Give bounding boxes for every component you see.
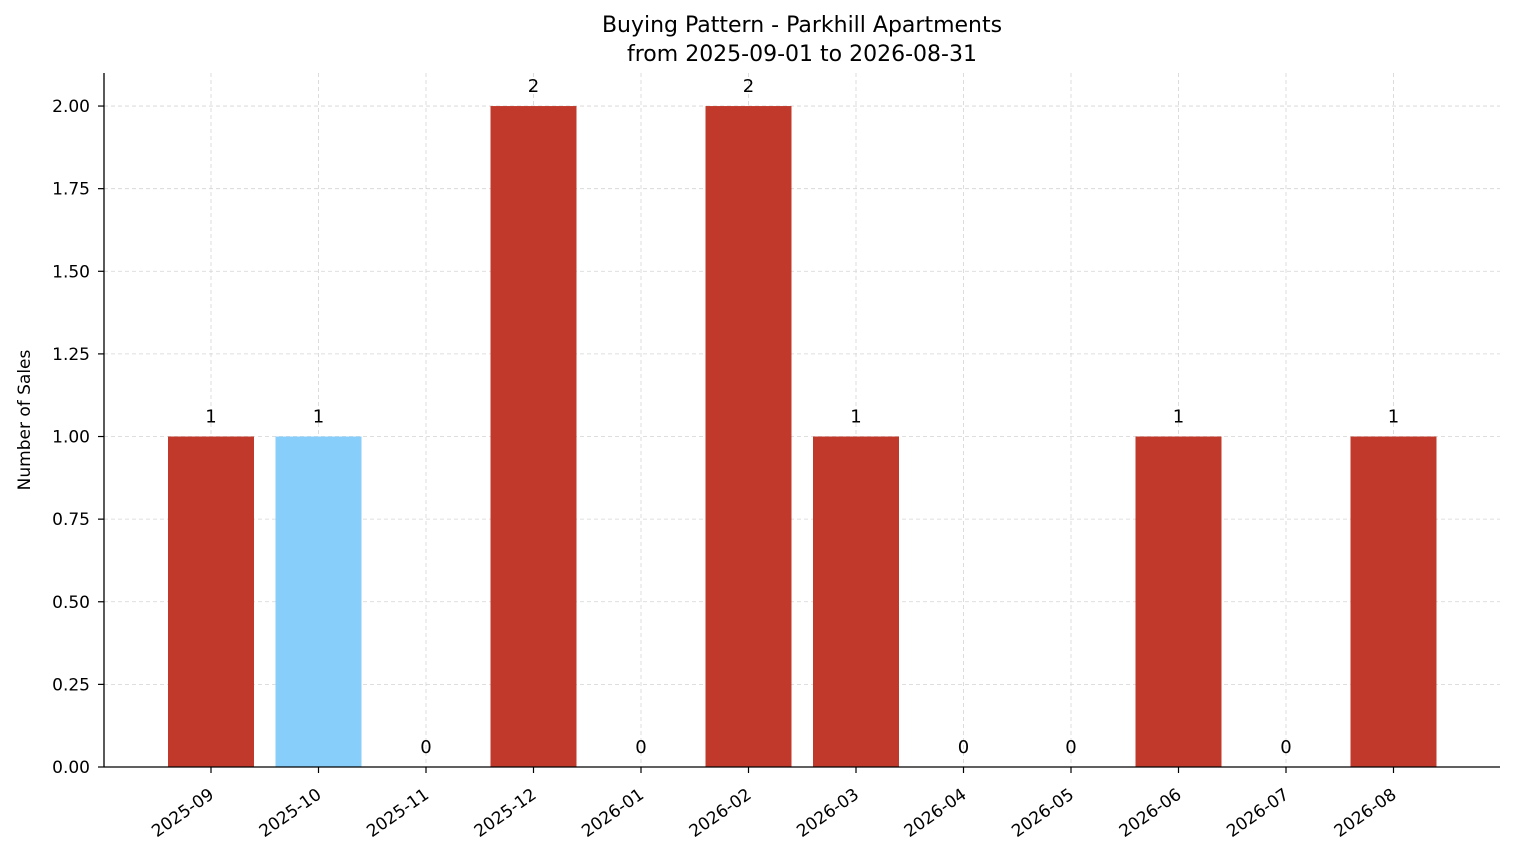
y-tick-label: 1.50 — [52, 262, 90, 282]
bar-value-label: 1 — [1173, 407, 1184, 428]
bar-value-label: 1 — [205, 407, 216, 428]
bar-2026-08 — [1350, 436, 1437, 767]
bar-value-label: 0 — [420, 737, 431, 758]
bar-value-label: 1 — [313, 407, 324, 428]
bar-value-label: 2 — [743, 76, 754, 97]
y-axis-label: Number of Sales — [15, 349, 35, 490]
bar-value-label: 1 — [1388, 407, 1399, 428]
x-tick-label: 2026-03 — [793, 785, 863, 842]
bar-layer — [168, 106, 1437, 768]
y-tick-label: 0.25 — [52, 675, 90, 695]
x-tick-label: 2026-07 — [1223, 785, 1293, 842]
bar-2026-02 — [705, 106, 792, 768]
bar-2026-06 — [1135, 436, 1222, 767]
x-tick-label: 2026-01 — [578, 785, 648, 842]
bar-value-label: 2 — [528, 76, 539, 97]
chart-title: Buying Pattern - Parkhill Apartments — [602, 13, 1002, 38]
y-tick-label: 0.00 — [52, 758, 90, 778]
y-tick-label: 0.75 — [52, 510, 90, 530]
bar-value-label: 0 — [958, 737, 969, 758]
chart-subtitle: from 2025-09-01 to 2026-08-31 — [627, 42, 977, 67]
y-tick-label: 1.75 — [52, 180, 90, 200]
x-tick-label: 2026-05 — [1008, 785, 1078, 842]
bar-value-label: 0 — [635, 737, 646, 758]
bar-value-label: 1 — [850, 407, 861, 428]
x-tick-label: 2025-11 — [363, 785, 433, 842]
y-tick-label: 2.00 — [52, 97, 90, 117]
bar-2026-03 — [813, 436, 899, 767]
x-tick-label: 2026-08 — [1331, 785, 1401, 842]
x-tick-label: 2026-06 — [1116, 785, 1186, 842]
x-tick-label: 2026-02 — [686, 785, 756, 842]
x-tick-label: 2026-04 — [901, 785, 971, 842]
y-tick-label: 1.00 — [52, 428, 90, 448]
x-tick-label: 2025-10 — [256, 785, 326, 842]
bar-value-label: 0 — [1280, 737, 1291, 758]
x-tick-label: 2025-12 — [471, 785, 541, 842]
bar-2025-09 — [168, 436, 254, 767]
bar-2025-12 — [490, 106, 577, 768]
bar-2025-10 — [275, 436, 362, 767]
bar-value-label: 0 — [1065, 737, 1076, 758]
x-tick-label: 2025-09 — [148, 785, 218, 842]
y-tick-label: 0.50 — [52, 593, 90, 613]
y-tick-label: 1.25 — [52, 345, 90, 365]
value-label-layer: 1 1 0 2 0 2 1 0 0 1 0 1 — [205, 76, 1399, 758]
